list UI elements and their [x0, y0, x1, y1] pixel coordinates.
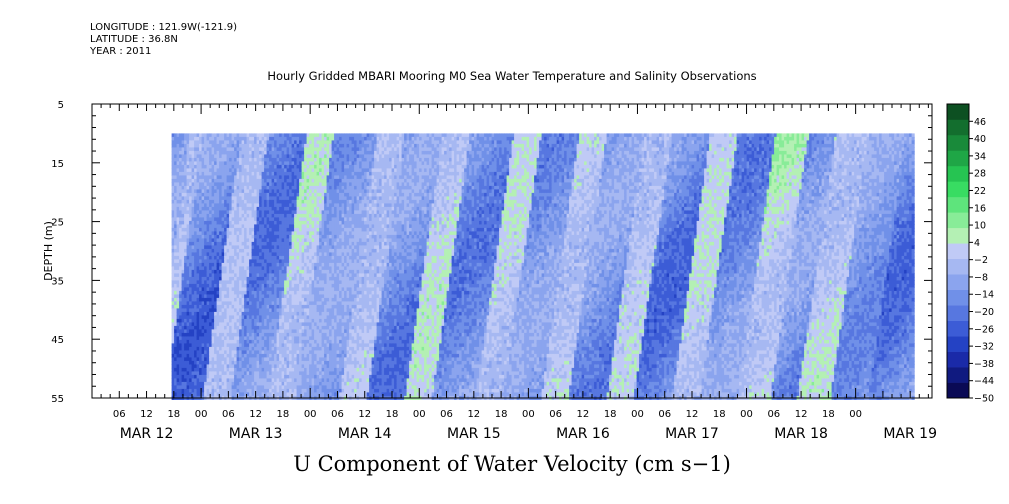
- heatmap-chart: 51525354555DEPTH (m)06 12 18 00 06 12 18 00 06 12…: [0, 0, 1009, 504]
- heatmap-cells: [172, 133, 915, 400]
